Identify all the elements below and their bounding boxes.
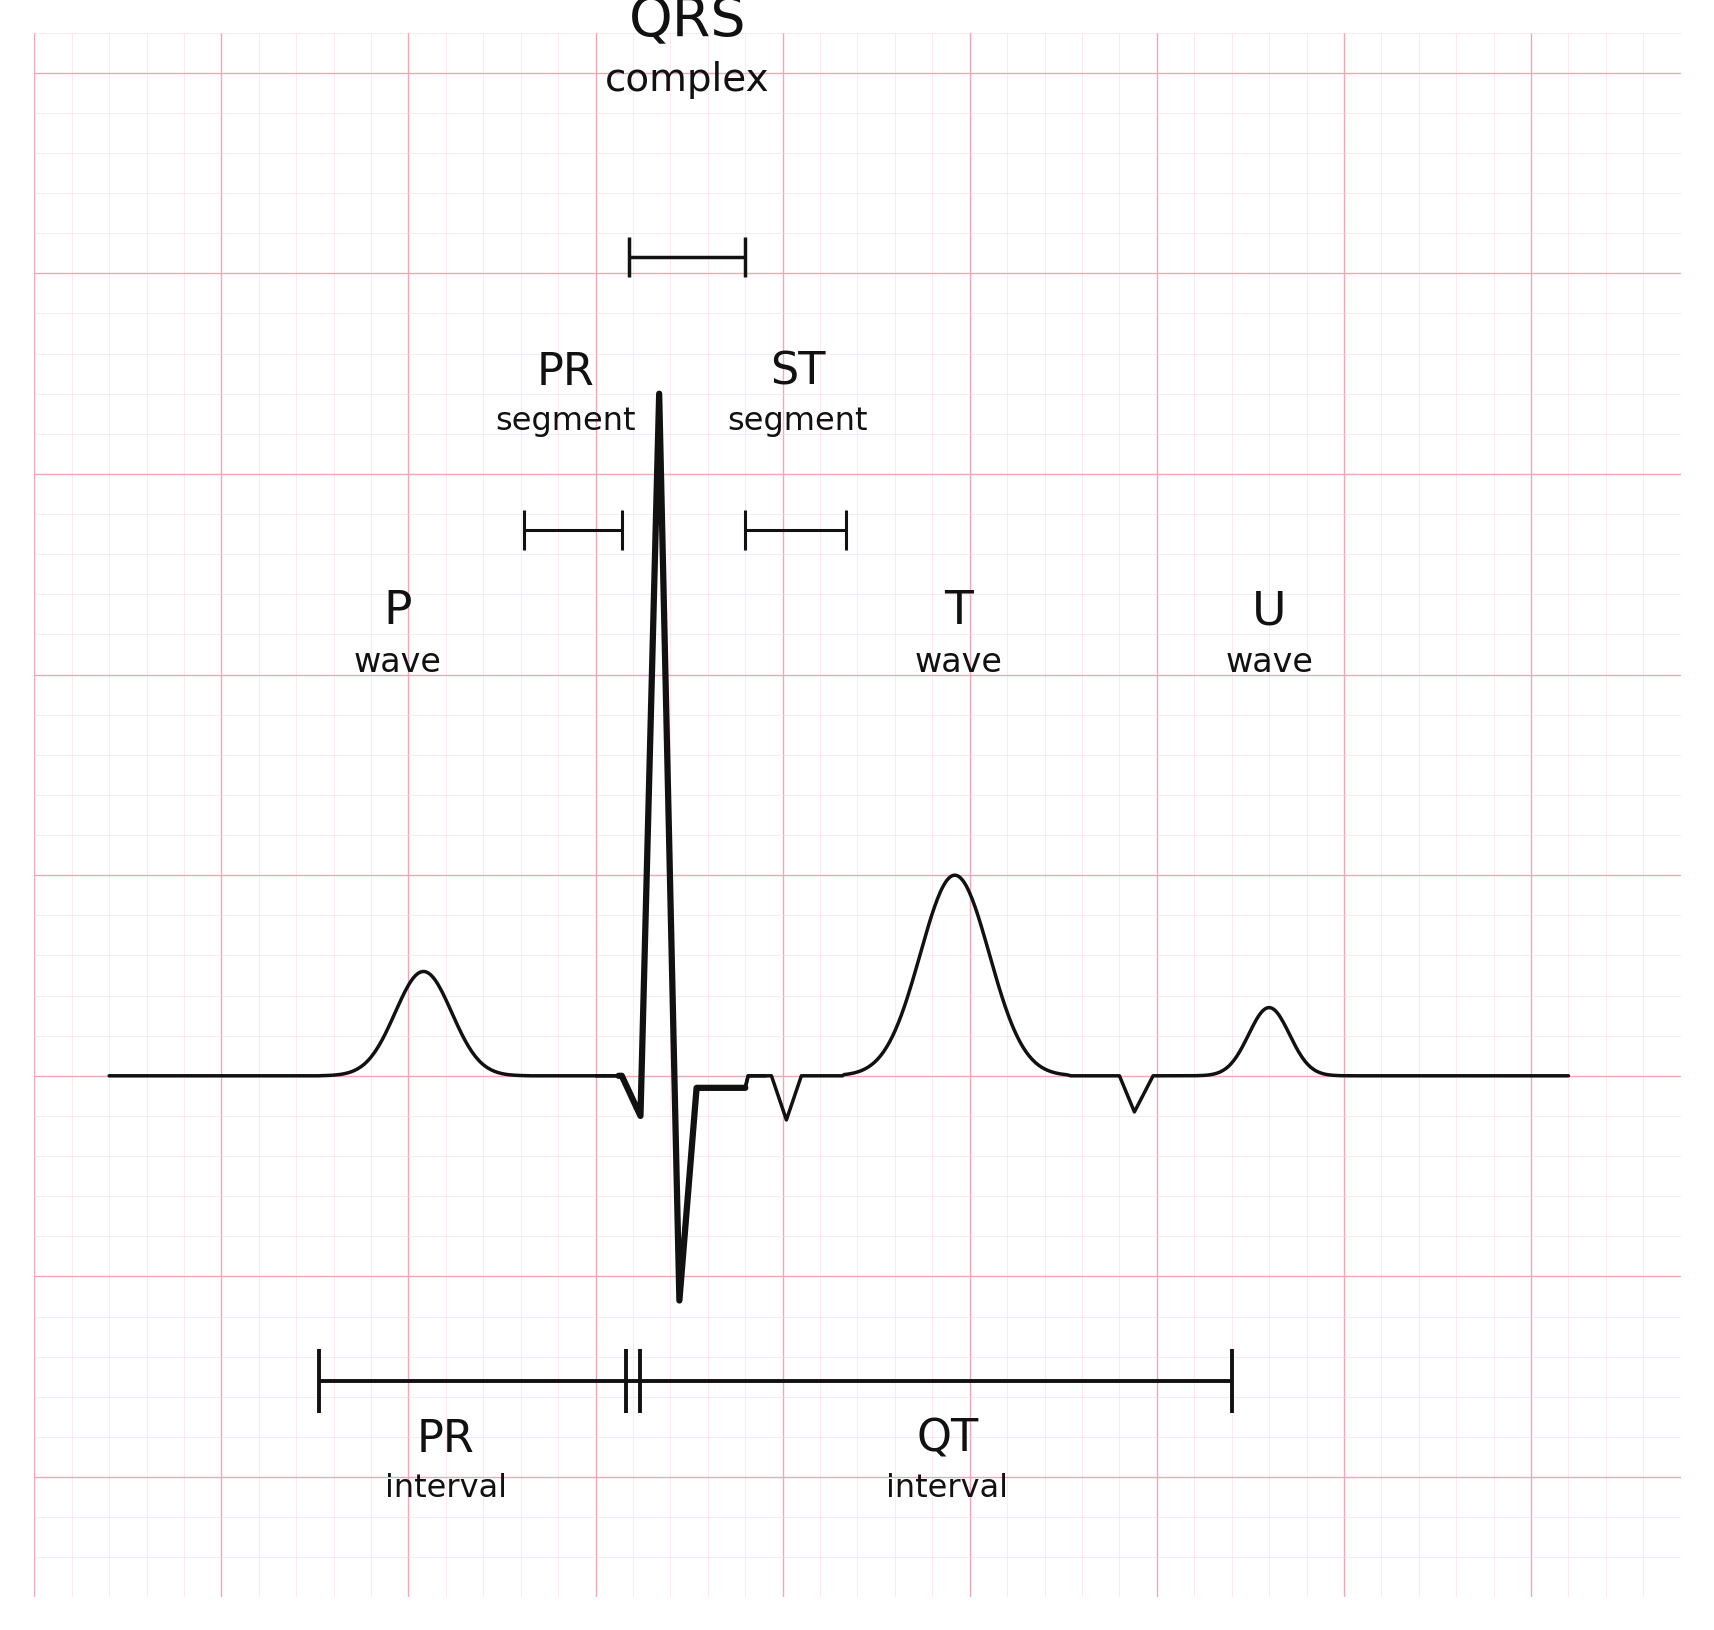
Text: PR: PR bbox=[417, 1418, 475, 1460]
Text: segment: segment bbox=[495, 406, 636, 437]
Text: QRS: QRS bbox=[629, 0, 746, 49]
Text: QT: QT bbox=[915, 1418, 979, 1460]
Text: T: T bbox=[943, 590, 972, 634]
Text: interval: interval bbox=[886, 1474, 1008, 1504]
Text: PR: PR bbox=[536, 350, 595, 394]
Text: wave: wave bbox=[353, 647, 440, 680]
Text: ST: ST bbox=[770, 350, 824, 394]
Text: U: U bbox=[1251, 590, 1286, 634]
Text: segment: segment bbox=[727, 406, 867, 437]
Text: P: P bbox=[382, 590, 411, 634]
Text: wave: wave bbox=[1224, 647, 1313, 680]
Text: interval: interval bbox=[384, 1474, 507, 1504]
Text: wave: wave bbox=[914, 647, 1003, 680]
Text: complex: complex bbox=[605, 60, 770, 99]
